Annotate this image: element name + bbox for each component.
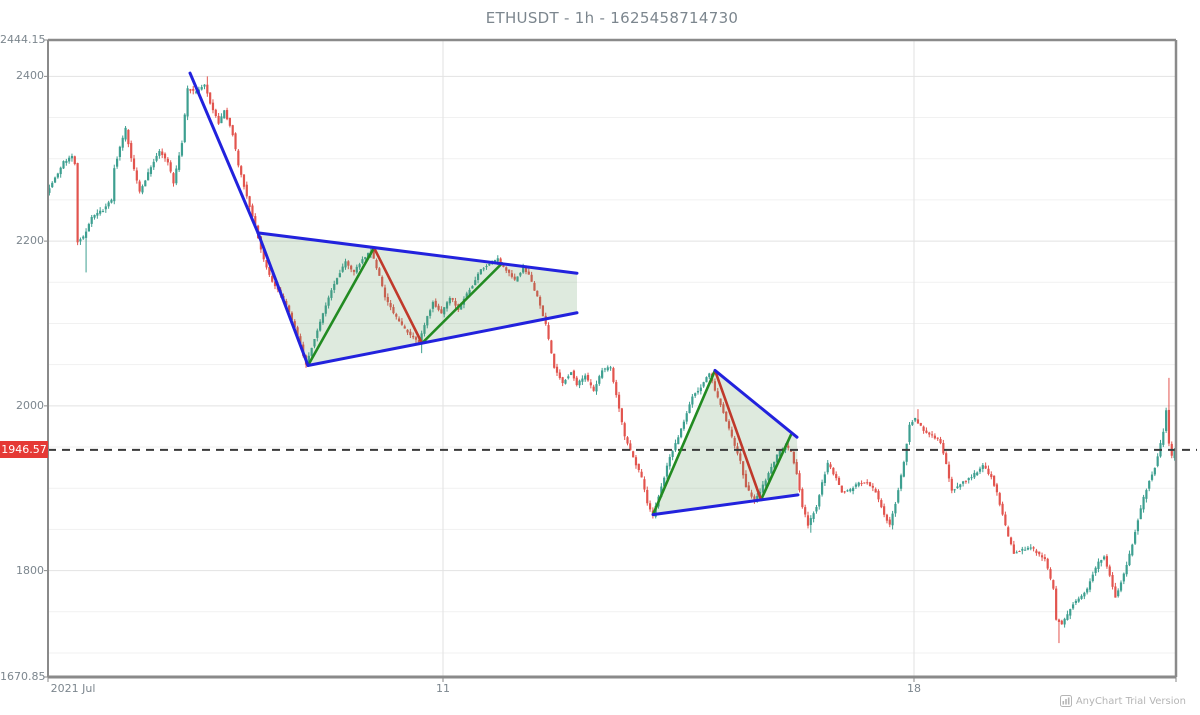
pattern-fills — [258, 232, 798, 515]
trendlines-blue — [188, 71, 800, 517]
last-price-label: 1946.57 — [0, 441, 48, 459]
plot-border — [47, 38, 1178, 679]
zigzag-lines — [306, 246, 793, 516]
y-axis-label: 2200 — [16, 234, 44, 248]
watermark-text: AnyChart Trial Version — [1075, 695, 1186, 707]
candles — [48, 76, 1176, 644]
x-axis-label: 2021 Jul — [50, 682, 96, 695]
y-axis-label: 2000 — [16, 398, 44, 412]
anychart-watermark[interactable]: AnyChart Trial Version — [1059, 695, 1186, 707]
y-axis-label: 1800 — [16, 563, 44, 577]
chart-title: ETHUSDT - 1h - 1625458714730 — [485, 9, 739, 27]
y-axis-label: 1670.85 — [0, 670, 46, 683]
axis-ticks — [44, 39, 1177, 682]
y-axis-label: 2444.15 — [0, 33, 46, 46]
gridlines-major — [48, 40, 1176, 677]
last-price-value: 1946.57 — [1, 443, 47, 457]
anychart-logo-icon — [1059, 695, 1072, 707]
gridlines-minor — [48, 117, 1176, 654]
y-axis-label: 2400 — [16, 69, 44, 83]
x-axis-label: 18 — [907, 682, 921, 695]
x-axis-label: 11 — [436, 682, 450, 695]
